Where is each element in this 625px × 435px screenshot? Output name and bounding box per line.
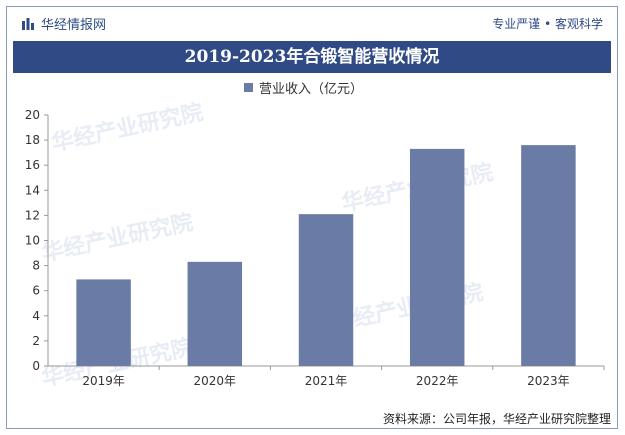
brand: 华经情报网 (21, 14, 106, 33)
y-tick-label: 18 (25, 133, 40, 147)
bar (409, 148, 465, 366)
brand-logo-icon (22, 17, 34, 30)
y-tick-label: 14 (25, 183, 40, 197)
y-tick-label: 10 (25, 234, 40, 248)
legend-swatch (244, 83, 253, 92)
x-tick-label: 2023年 (527, 374, 570, 388)
x-tick-label: 2021年 (305, 374, 348, 388)
chart-title: 2019-2023年合锻智能营收情况 (13, 41, 611, 73)
y-tick-label: 8 (32, 259, 40, 273)
y-tick-label: 4 (32, 309, 40, 323)
bar (298, 214, 354, 366)
y-tick-label: 12 (25, 208, 40, 222)
y-tick-label: 6 (32, 284, 40, 298)
y-tick-label: 20 (25, 108, 40, 122)
bar (187, 261, 243, 366)
y-tick-label: 16 (25, 158, 40, 172)
chart-labels: 0 2 4 6 8 10 12 14 16 18 20 2019年 2020年 2021年 2022年 202… (25, 108, 570, 388)
bar (521, 145, 576, 366)
x-tick-label: 2022年 (416, 374, 459, 388)
bar (76, 279, 131, 366)
source-note: 资料来源：公司年报，华经产业研究院整理 (382, 412, 611, 426)
x-tick-label: 2019年 (82, 374, 125, 388)
x-tick-label: 2020年 (194, 374, 237, 388)
y-tick-label: 0 (32, 359, 40, 373)
y-tick-label: 2 (32, 334, 40, 348)
slogan: 专业严谨 • 客观科学 (492, 17, 603, 31)
legend: 营业收入（亿元） (244, 78, 363, 97)
chart-bars (76, 145, 576, 366)
header: 华经情报网 专业严谨 • 客观科学 (7, 7, 617, 41)
legend-label: 营业收入（亿元） (259, 82, 364, 97)
brand-name: 华经情报网 (41, 18, 107, 33)
